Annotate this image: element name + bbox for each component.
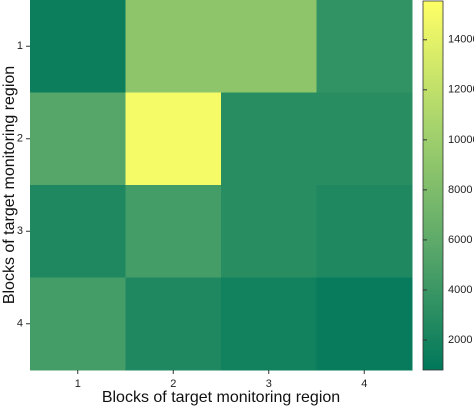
- y-tick-label: 3: [17, 225, 23, 237]
- heatmap-cell: [125, 277, 222, 371]
- heatmap-cell: [221, 0, 317, 93]
- x-tick-label: 3: [266, 378, 272, 390]
- heatmap-cell: [316, 277, 413, 371]
- x-tick-label: 4: [361, 378, 367, 390]
- x-axis-label: Blocks of target monitoring region: [102, 389, 340, 406]
- colorbar-tick-label: 8000: [448, 184, 472, 196]
- colorbar-tick-label: 4000: [448, 284, 472, 296]
- heatmap-cell: [221, 277, 317, 371]
- colorbar-tick-label: 10000: [448, 134, 474, 146]
- x-tick-label: 2: [170, 378, 176, 390]
- heatmap-cell: [30, 185, 126, 278]
- heatmap-cell: [221, 185, 317, 278]
- heatmap-cell: [221, 92, 317, 186]
- y-tick-label: 1: [17, 40, 23, 52]
- heatmap-cell: [316, 0, 413, 93]
- heatmap-cell: [125, 185, 222, 278]
- colorbar-tick-label: 2000: [448, 334, 472, 346]
- heatmap-cell: [125, 92, 222, 186]
- heatmap-cell: [30, 92, 126, 186]
- colorbar-tick-label: 14000: [448, 34, 474, 46]
- colorbar-tick-label: 6000: [448, 234, 472, 246]
- heatmap-cell: [316, 185, 413, 278]
- colorbar-tick-label: 12000: [448, 84, 474, 96]
- y-tick-label: 2: [17, 133, 23, 145]
- heatmap-cell: [30, 0, 126, 93]
- x-tick-label: 1: [75, 378, 81, 390]
- heatmap-cell: [316, 92, 413, 186]
- y-tick-label: 4: [17, 318, 23, 330]
- colorbar: [422, 0, 444, 371]
- y-axis-label: Blocks of target monitoring region: [1, 66, 18, 304]
- heatmap-cell: [125, 0, 222, 93]
- heatmap-cell: [30, 277, 126, 371]
